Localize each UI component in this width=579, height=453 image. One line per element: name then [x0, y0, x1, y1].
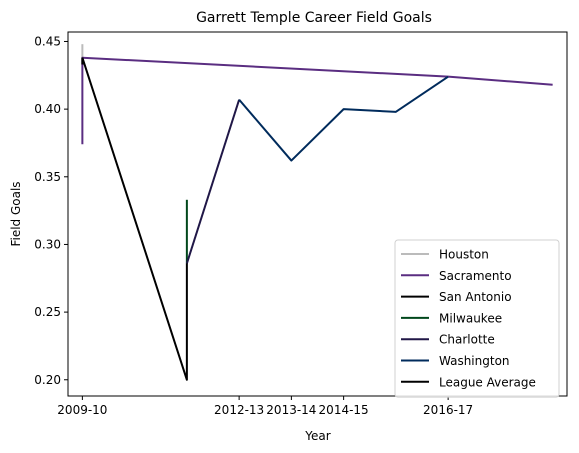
x-tick-label-3: 2014-15 [319, 403, 369, 417]
legend-label-1: Sacramento [439, 269, 512, 283]
x-axis: 2009-10 2012-13 2013-14 2014-15 2016-17 [57, 396, 473, 417]
legend-label-4: Charlotte [439, 333, 495, 347]
legend-label-5: Washington [439, 354, 510, 368]
legend-label-6: League Average [439, 375, 536, 389]
y-tick-label-5: 0.45 [34, 34, 61, 48]
series-line-1 [82, 58, 552, 145]
x-tick-label-0: 2009-10 [57, 403, 107, 417]
y-tick-label-3: 0.35 [34, 170, 61, 184]
chart-title: Garrett Temple Career Field Goals [196, 10, 432, 26]
legend-label-2: San Antonio [439, 290, 512, 304]
x-tick-label-2: 2013-14 [266, 403, 316, 417]
legend-label-3: Milwaukee [439, 311, 502, 325]
y-axis: 0.20 0.25 0.30 0.35 0.40 0.45 [34, 34, 68, 386]
y-axis-label: Field Goals [9, 181, 23, 246]
y-tick-label-2: 0.30 [34, 237, 61, 251]
y-tick-label-4: 0.40 [34, 102, 61, 116]
series-line-5 [239, 77, 448, 161]
y-tick-label-1: 0.25 [34, 305, 61, 319]
y-tick-label-0: 0.20 [34, 373, 61, 387]
series-line-6 [82, 58, 186, 380]
legend: Houston Sacramento San Antonio Milwaukee Cha… [395, 240, 559, 397]
series-line-4 [187, 100, 239, 264]
x-axis-label: Year [304, 429, 330, 443]
x-tick-label-4: 2016-17 [423, 403, 473, 417]
legend-label-0: Houston [439, 248, 489, 262]
x-tick-label-1: 2012-13 [214, 403, 264, 417]
